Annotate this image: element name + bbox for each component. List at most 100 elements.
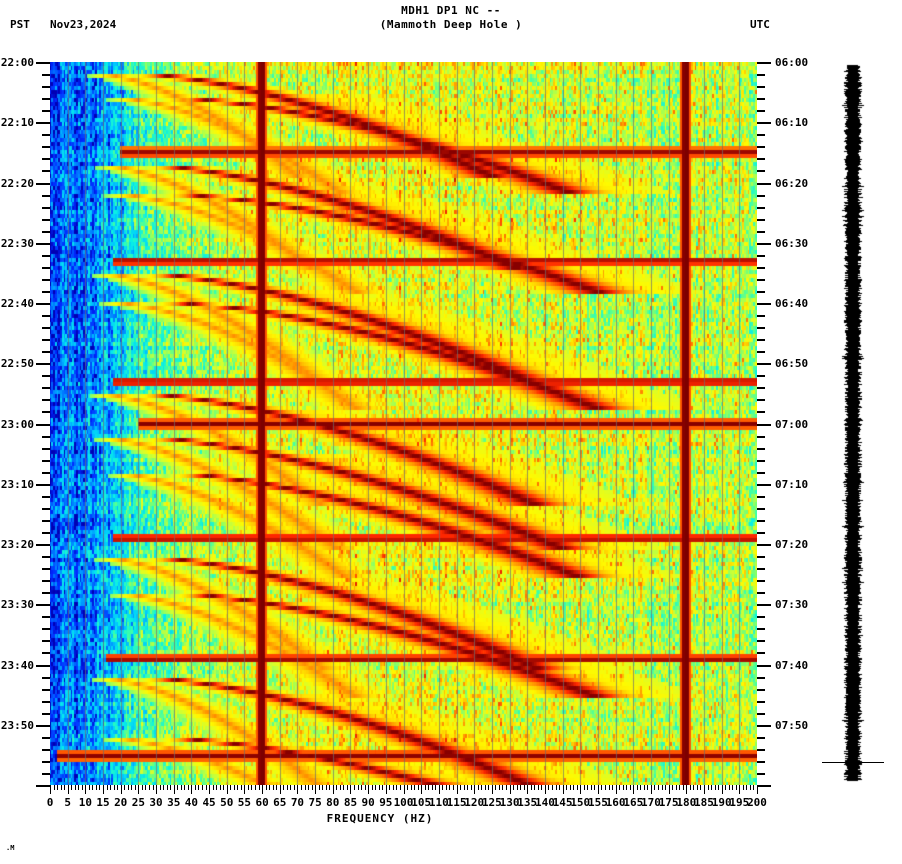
freq-tick-major — [368, 785, 369, 794]
time-tick-minor — [42, 134, 50, 136]
time-tick-minor — [42, 219, 50, 221]
time-label-utc: 06:10 — [775, 116, 809, 130]
freq-tick-minor — [110, 785, 111, 790]
freq-tick-minor — [163, 785, 164, 790]
freq-tick-minor — [605, 785, 606, 790]
time-tick-minor — [42, 749, 50, 751]
freq-tick-minor — [630, 785, 631, 790]
time-tick-minor — [757, 158, 765, 160]
freq-tick-minor — [396, 785, 397, 790]
freq-tick-minor — [506, 785, 507, 790]
time-tick-minor — [757, 375, 765, 377]
freq-label: 55 — [237, 796, 252, 809]
freq-label: 40 — [184, 796, 199, 809]
time-tick-major — [757, 303, 771, 305]
freq-tick-minor — [287, 785, 288, 790]
time-tick-minor — [757, 436, 765, 438]
freq-tick-minor — [389, 785, 390, 790]
freq-tick-minor — [92, 785, 93, 790]
time-tick-minor — [42, 231, 50, 233]
time-tick-minor — [757, 110, 765, 112]
time-tick-major — [36, 122, 50, 124]
freq-tick-minor — [538, 785, 539, 790]
freq-tick-minor — [382, 785, 383, 790]
time-tick-minor — [757, 279, 765, 281]
freq-label: 80 — [326, 796, 340, 809]
time-label-pst: 23:00 — [0, 417, 34, 431]
freq-tick-minor — [336, 785, 337, 790]
freq-tick-minor — [188, 785, 189, 790]
time-tick-major — [36, 725, 50, 727]
time-tick-minor — [757, 496, 765, 498]
time-label-utc: 06:40 — [775, 297, 809, 310]
freq-label: 160 — [605, 796, 626, 809]
freq-tick-minor — [488, 785, 489, 790]
freq-tick-minor — [206, 785, 207, 790]
time-tick-minor — [42, 508, 50, 510]
time-label-pst: 23:20 — [0, 538, 34, 551]
freq-tick-minor — [308, 785, 309, 790]
spectrogram-plot[interactable] — [50, 62, 757, 785]
freq-label: 120 — [464, 796, 485, 809]
freq-tick-minor — [464, 785, 465, 790]
freq-tick-major — [598, 785, 599, 794]
freq-tick-major — [68, 785, 69, 794]
freq-tick-minor — [400, 785, 401, 790]
time-tick-minor — [757, 219, 765, 221]
freq-tick-minor — [481, 785, 482, 790]
freq-tick-minor — [718, 785, 719, 790]
time-tick-minor — [757, 387, 765, 389]
freq-tick-minor — [266, 785, 267, 790]
time-tick-major — [36, 544, 50, 546]
time-tick-minor — [757, 231, 765, 233]
freq-tick-minor — [124, 785, 125, 790]
freq-tick-minor — [220, 785, 221, 790]
freq-label: 105 — [411, 796, 432, 809]
time-label-pst: 23:40 — [0, 658, 34, 672]
time-label-pst: 23:50 — [0, 718, 34, 732]
time-label-pst: 22:50 — [0, 357, 34, 371]
time-tick-minor — [757, 737, 765, 739]
time-tick-minor — [42, 387, 50, 389]
freq-tick-minor — [725, 785, 726, 790]
time-tick-minor — [42, 86, 50, 88]
freq-tick-minor — [294, 785, 295, 790]
freq-tick-major — [138, 785, 139, 794]
trace-time-marker — [822, 762, 884, 763]
freq-tick-major — [686, 785, 687, 794]
freq-tick-major — [244, 785, 245, 794]
freq-tick-minor — [89, 785, 90, 790]
freq-tick-minor — [273, 785, 274, 790]
freq-tick-major — [633, 785, 634, 794]
freq-tick-minor — [715, 785, 716, 790]
freq-tick-minor — [485, 785, 486, 790]
time-tick-minor — [757, 291, 765, 293]
time-label-utc: 07:00 — [775, 417, 809, 431]
freq-label: 90 — [361, 796, 375, 809]
freq-tick-major — [757, 785, 758, 794]
date-label: Nov23,2024 — [50, 18, 117, 31]
time-tick-minor — [42, 460, 50, 462]
left-timezone-label: PST — [10, 18, 30, 31]
freq-tick-minor — [78, 785, 79, 790]
freq-tick-minor — [202, 785, 203, 790]
time-tick-minor — [757, 146, 765, 148]
freq-tick-minor — [343, 785, 344, 790]
time-tick-minor — [757, 701, 765, 703]
freq-tick-minor — [354, 785, 355, 790]
time-tick-minor — [42, 713, 50, 715]
freq-tick-minor — [290, 785, 291, 790]
time-tick-minor — [757, 98, 765, 100]
freq-tick-minor — [556, 785, 557, 790]
freq-tick-minor — [693, 785, 694, 790]
time-tick-minor — [757, 592, 765, 594]
freq-tick-minor — [499, 785, 500, 790]
spectrogram-canvas — [50, 62, 757, 785]
time-tick-minor — [42, 737, 50, 739]
freq-tick-minor — [372, 785, 373, 790]
freq-tick-minor — [552, 785, 553, 790]
time-label-utc: 06:50 — [775, 357, 809, 371]
freq-tick-minor — [170, 785, 171, 790]
time-tick-major — [757, 484, 771, 486]
time-tick-minor — [757, 339, 765, 341]
